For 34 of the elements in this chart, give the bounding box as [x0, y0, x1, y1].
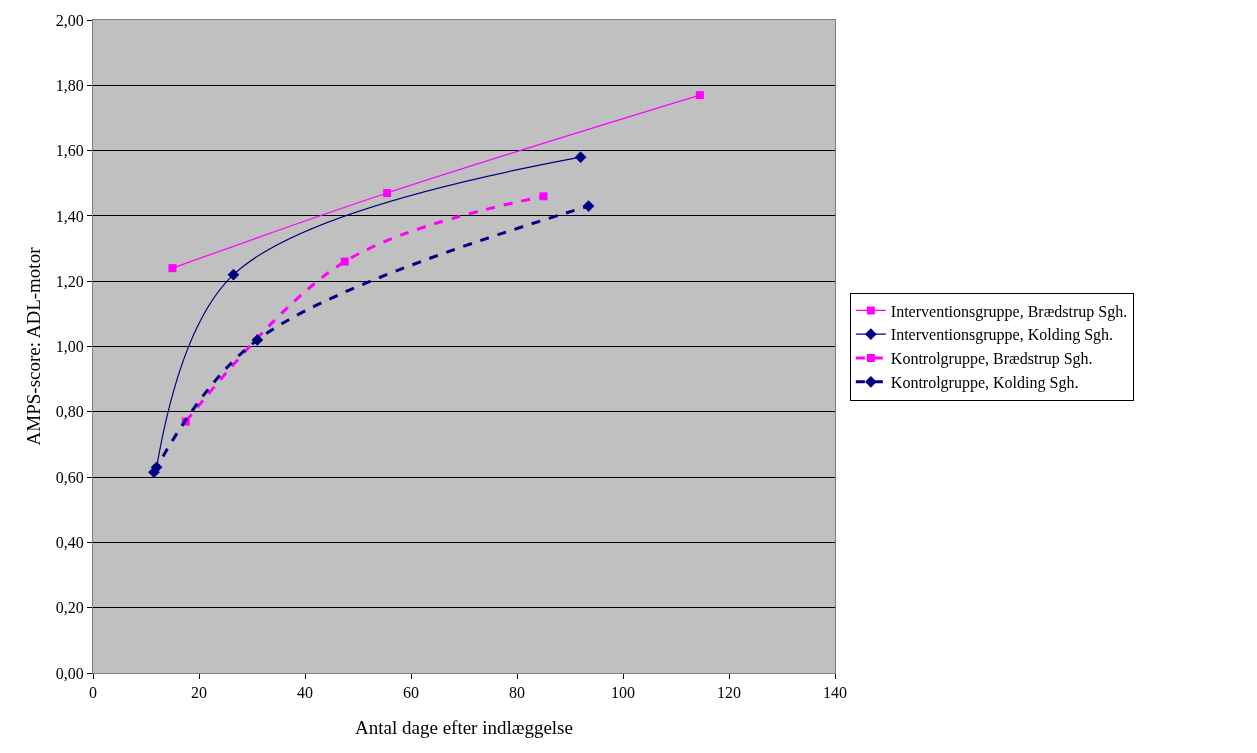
point: [383, 189, 392, 198]
x-tick-label: 60: [403, 684, 419, 702]
x-tick-label: 80: [509, 684, 525, 702]
x-axis-title: Antal dage efter indlæggelse: [355, 717, 573, 738]
x-tick-label: 40: [297, 684, 313, 702]
legend-label: Interventionsgruppe, Brædstrup Sgh.: [890, 302, 1128, 321]
y-tick-label: 0,20: [55, 599, 84, 617]
y-tick-label: 0,00: [55, 664, 84, 682]
x-tick-label: 140: [823, 684, 847, 702]
point: [539, 192, 548, 201]
point: [251, 334, 264, 346]
point: [574, 151, 587, 163]
y-tick-label: 2,00: [55, 11, 84, 29]
legend-label: Kontrolgruppe, Kolding Sgh.: [890, 374, 1079, 393]
y-tick-label: 1,60: [55, 142, 84, 160]
y-tick-label: 0,40: [55, 534, 84, 551]
x-tick-label: 100: [611, 684, 635, 702]
legend-label: Kontrolgruppe, Brædstrup Sgh.: [890, 350, 1093, 369]
point: [340, 257, 349, 266]
point: [227, 268, 240, 281]
x-tick-label: 120: [717, 684, 741, 702]
y-tick-label: 0,80: [55, 403, 84, 421]
point: [582, 200, 595, 212]
legend-label: Interventionsgruppe, Kolding Sgh.: [890, 326, 1114, 345]
x-tick-label: 0: [89, 684, 97, 702]
point: [168, 264, 177, 273]
x-tick-label: 20: [191, 684, 207, 702]
y-tick-label: 0,60: [55, 468, 84, 486]
y-tick-label: 1,20: [55, 272, 84, 290]
y-tick-label: 1,40: [55, 207, 84, 225]
y-tick-label: 1,00: [55, 338, 84, 356]
y-axis-title: AMPS-score: ADL-motor: [22, 246, 44, 446]
point: [695, 91, 704, 100]
y-tick-label: 1,80: [55, 76, 84, 94]
